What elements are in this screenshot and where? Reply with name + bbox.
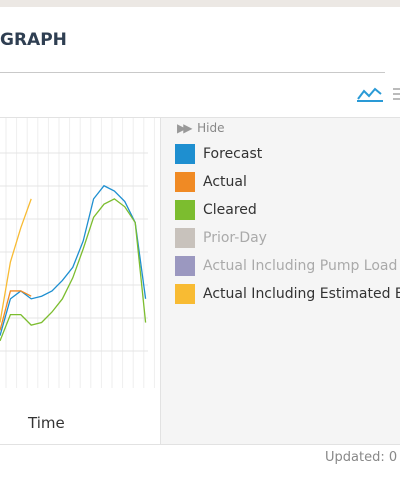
legend-item[interactable]: Cleared <box>175 200 257 220</box>
plot-area <box>0 118 155 388</box>
legend-swatch <box>175 172 195 192</box>
panel-title: GRAPH <box>0 30 67 50</box>
legend-label: Actual <box>203 174 247 190</box>
legend-label: Prior-Day <box>203 230 267 246</box>
legend-item[interactable]: Actual Including Estimated Behind-the-Me… <box>175 284 400 304</box>
series-line <box>0 198 147 342</box>
legend-swatch <box>175 284 195 304</box>
legend-item[interactable]: Prior-Day <box>175 228 267 248</box>
legend-toggle[interactable]: ▶▶ Hide <box>177 121 225 135</box>
divider <box>0 72 385 73</box>
updated-text: Updated: 0 <box>325 450 398 465</box>
legend-item[interactable]: Actual <box>175 172 247 192</box>
x-axis-label: Time <box>28 414 65 432</box>
table-button[interactable] <box>392 86 400 102</box>
legend-swatch <box>175 200 195 220</box>
legend-item[interactable]: Actual Including Pump Load <box>175 256 397 276</box>
legend-label: Cleared <box>203 202 257 218</box>
divider <box>0 117 400 118</box>
legend-toggle-text: Hide <box>197 121 225 135</box>
legend-label: Actual Including Estimated Behind-the-Me… <box>203 286 400 302</box>
legend-label: Forecast <box>203 146 263 162</box>
legend-swatch <box>175 144 195 164</box>
divider <box>0 444 400 445</box>
top-bar <box>0 0 400 7</box>
legend: ▶▶ Hide Forecast Actual Cleared Prior-Day Ac… <box>160 118 400 444</box>
legend-swatch <box>175 256 195 276</box>
series-line <box>0 184 147 336</box>
legend-swatch <box>175 228 195 248</box>
legend-label: Actual Including Pump Load <box>203 258 398 274</box>
legend-item[interactable]: Forecast <box>175 144 262 164</box>
line-chart-button[interactable] <box>356 85 384 103</box>
series-line <box>0 290 32 331</box>
series-line <box>0 198 32 323</box>
